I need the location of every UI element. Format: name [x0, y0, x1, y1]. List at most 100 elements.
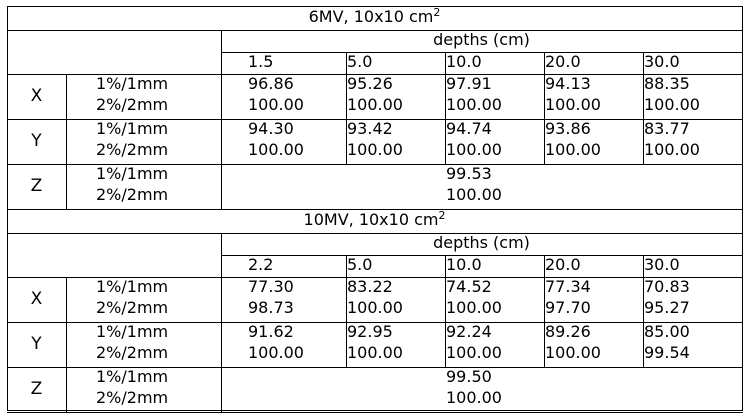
depths-label-divider: [221, 52, 743, 53]
axis-column-divider: [66, 277, 67, 412]
table-cell: 77.34: [545, 277, 591, 296]
section-title-superscript: 2: [438, 209, 446, 222]
axis-row-divider: [7, 209, 743, 210]
criterion-label: 2%/2mm: [96, 298, 169, 317]
axis-label: Y: [31, 334, 42, 354]
table-cell: 100.00: [347, 343, 403, 362]
table-cell: 91.62: [248, 322, 294, 341]
table-cell: 100.00: [644, 140, 700, 159]
section-title-divider: [7, 30, 743, 31]
depth-header: 5.0: [347, 255, 373, 274]
table-cell: 99.53: [446, 164, 492, 183]
table-cell: 94.30: [248, 119, 294, 138]
depth-header: 10.0: [446, 52, 482, 71]
table-cell: 95.27: [644, 298, 690, 317]
depth-header: 1.5: [248, 52, 274, 71]
table-right-border: [742, 6, 743, 411]
depth-column-divider: [544, 52, 545, 164]
table-cell: 94.74: [446, 119, 492, 138]
table-cell: 94.13: [545, 74, 591, 93]
section-title: 6MV, 10x10 cm2: [308, 6, 441, 26]
depth-header: 20.0: [545, 255, 581, 274]
depth-column-divider: [643, 52, 644, 164]
depth-header: 5.0: [347, 52, 373, 71]
table-cell: 99.54: [644, 343, 690, 362]
axis-label: X: [30, 86, 43, 106]
table-cell: 93.86: [545, 119, 591, 138]
depth-column-divider: [544, 255, 545, 367]
table-cell: 92.95: [347, 322, 393, 341]
criterion-label: 1%/1mm: [96, 164, 169, 183]
table-cell: 89.26: [545, 322, 591, 341]
depth-header: 20.0: [545, 52, 581, 71]
axis-column-divider: [66, 74, 67, 209]
criterion-label: 1%/1mm: [96, 119, 169, 138]
table-cell: 96.86: [248, 74, 294, 93]
table-cell: 100.00: [248, 95, 304, 114]
table-cell: 85.00: [644, 322, 690, 341]
section-title-divider: [7, 233, 743, 234]
table-cell: 92.24: [446, 322, 492, 341]
table-left-border: [7, 6, 8, 411]
table-top-border: [7, 6, 743, 7]
section-title: 10MV, 10x10 cm2: [303, 209, 446, 229]
table-cell: 74.52: [446, 277, 492, 296]
depth-header: 2.2: [248, 255, 274, 274]
table-cell: 97.91: [446, 74, 492, 93]
header-bottom-divider: [7, 74, 743, 75]
table-cell: 83.77: [644, 119, 690, 138]
table-cell: 100.00: [347, 298, 403, 317]
table-cell: 100.00: [446, 343, 502, 362]
table-bottom-border: [7, 410, 743, 411]
axis-label: Z: [30, 176, 43, 196]
table-cell: 97.70: [545, 298, 591, 317]
header-bottom-divider: [7, 277, 743, 278]
table-cell: 100.00: [446, 388, 502, 407]
table-cell: 93.42: [347, 119, 393, 138]
table-cell: 100.00: [545, 343, 601, 362]
table-cell: 100.00: [446, 298, 502, 317]
axis-row-divider: [7, 119, 743, 120]
table-cell: 100.00: [248, 140, 304, 159]
table-cell: 100.00: [545, 140, 601, 159]
table-cell: 100.00: [644, 95, 700, 114]
depths-label-divider: [221, 255, 743, 256]
depth-column-divider: [445, 52, 446, 164]
criterion-label: 2%/2mm: [96, 95, 169, 114]
depth-header: 30.0: [644, 255, 680, 274]
table-cell: 100.00: [347, 140, 403, 159]
table-cell: 100.00: [446, 140, 502, 159]
depth-column-divider: [643, 255, 644, 367]
depth-header: 30.0: [644, 52, 680, 71]
table-cell: 83.22: [347, 277, 393, 296]
table-cell: 100.00: [248, 343, 304, 362]
section-title-superscript: 2: [433, 6, 441, 19]
criterion-label: 2%/2mm: [96, 388, 169, 407]
criterion-label: 2%/2mm: [96, 140, 169, 159]
depths-label: depths (cm): [433, 233, 530, 252]
depth-column-divider: [445, 255, 446, 367]
table-cell: 100.00: [446, 185, 502, 204]
table-cell: 100.00: [446, 95, 502, 114]
criterion-label: 1%/1mm: [96, 74, 169, 93]
table-cell: 95.26: [347, 74, 393, 93]
table-cell: 99.50: [446, 367, 492, 386]
table-cell: 98.73: [248, 298, 294, 317]
criterion-label: 2%/2mm: [96, 343, 169, 362]
table-cell: 88.35: [644, 74, 690, 93]
axis-label: Y: [31, 131, 42, 151]
axis-row-divider: [7, 412, 743, 413]
criterion-label: 1%/1mm: [96, 322, 169, 341]
axis-label: X: [30, 289, 43, 309]
axis-row-divider: [7, 164, 743, 165]
depth-column-divider: [346, 52, 347, 164]
axis-row-divider: [7, 322, 743, 323]
depths-label: depths (cm): [433, 30, 530, 49]
depth-column-divider: [346, 255, 347, 367]
criterion-label: 1%/1mm: [96, 367, 169, 386]
table-cell: 70.83: [644, 277, 690, 296]
table-cell: 77.30: [248, 277, 294, 296]
axis-row-divider: [7, 367, 743, 368]
axis-label: Z: [30, 379, 43, 399]
table-cell: 100.00: [347, 95, 403, 114]
